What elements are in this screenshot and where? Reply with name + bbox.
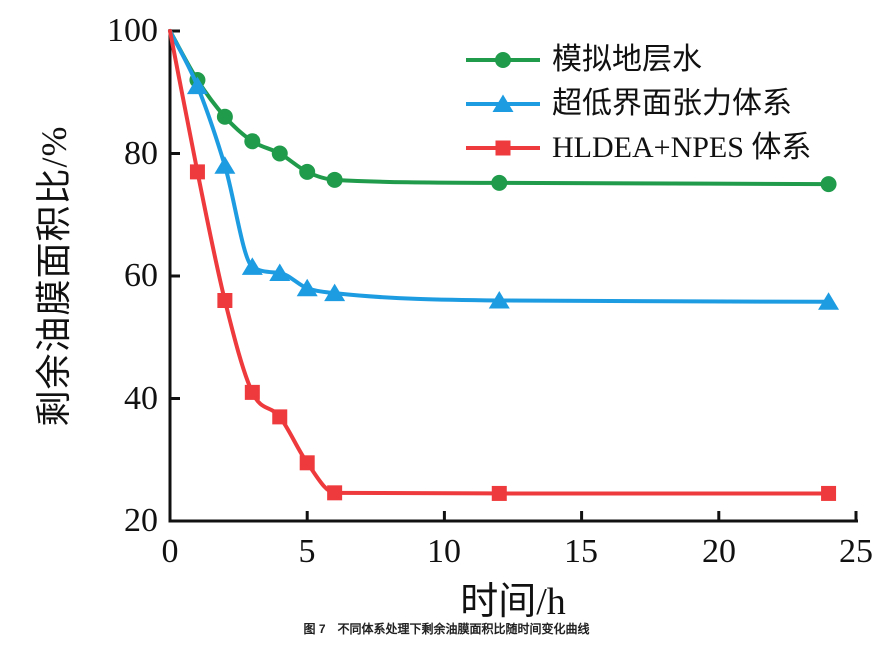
series-marker-0 xyxy=(491,174,508,191)
series-marker-0 xyxy=(326,171,343,188)
x-axis-title: 时间/h xyxy=(460,581,566,623)
legend-sample-marker xyxy=(495,140,511,156)
series-marker-1 xyxy=(488,291,510,309)
series-marker-2 xyxy=(272,409,288,425)
series-marker-1 xyxy=(186,76,208,95)
series-marker-1 xyxy=(214,156,236,174)
y-tick-label: 20 xyxy=(124,502,158,539)
series-line-1 xyxy=(168,29,831,304)
legend-line-circle-icon xyxy=(466,52,540,68)
y-tick-label: 80 xyxy=(124,135,158,172)
legend-item: 模拟地层水 xyxy=(466,38,811,82)
series-line-2 xyxy=(168,29,831,496)
legend-sample-marker xyxy=(492,94,514,112)
x-tick-label: 15 xyxy=(564,533,598,570)
series-marker-1 xyxy=(296,278,318,297)
series-marker-2 xyxy=(189,164,205,180)
series-marker-0 xyxy=(820,176,837,193)
x-tick-label: 25 xyxy=(839,533,873,570)
series-marker-0 xyxy=(244,133,261,150)
legend-label: 模拟地层水 xyxy=(552,43,702,76)
legend-sample-marker xyxy=(495,52,511,68)
y-tick-label: 40 xyxy=(124,380,158,417)
x-tick-label: 20 xyxy=(702,533,736,570)
series-marker-1 xyxy=(818,292,840,310)
y-tick-label: 100 xyxy=(107,12,158,49)
series-marker-1 xyxy=(324,283,346,302)
series-marker-0 xyxy=(271,145,288,162)
legend-label: 超低界面张力体系 xyxy=(552,87,792,120)
x-tick-label: 5 xyxy=(298,533,316,570)
legend-label: HLDEA+NPES 体系 xyxy=(552,131,812,164)
series-marker-2 xyxy=(299,455,315,471)
x-tick-label: 0 xyxy=(161,533,179,570)
y-axis-title: 剩余油膜面积比/% xyxy=(34,125,74,427)
legend-item: 超低界面张力体系 xyxy=(466,82,811,126)
series-marker-1 xyxy=(241,257,263,275)
legend-line-square-icon xyxy=(466,140,540,156)
series-marker-2 xyxy=(821,485,837,501)
series-marker-2 xyxy=(217,293,233,308)
series-marker-2 xyxy=(327,485,343,501)
y-tick-label: 60 xyxy=(124,257,158,294)
legend-line-triangle-icon xyxy=(466,94,540,112)
figure-caption: 图 7 不同体系处理下剩余油膜面积比随时间变化曲线 xyxy=(303,622,590,636)
x-tick-label: 10 xyxy=(427,533,461,570)
series-marker-0 xyxy=(299,163,316,180)
series-marker-2 xyxy=(244,384,260,400)
series-marker-1 xyxy=(269,263,291,281)
legend: 模拟地层水 超低界面张力体系 HLDEA+NPES 体系 xyxy=(466,38,811,170)
series-marker-2 xyxy=(491,485,507,501)
series-marker-0 xyxy=(216,108,233,125)
legend-item: HLDEA+NPES 体系 xyxy=(466,126,811,170)
